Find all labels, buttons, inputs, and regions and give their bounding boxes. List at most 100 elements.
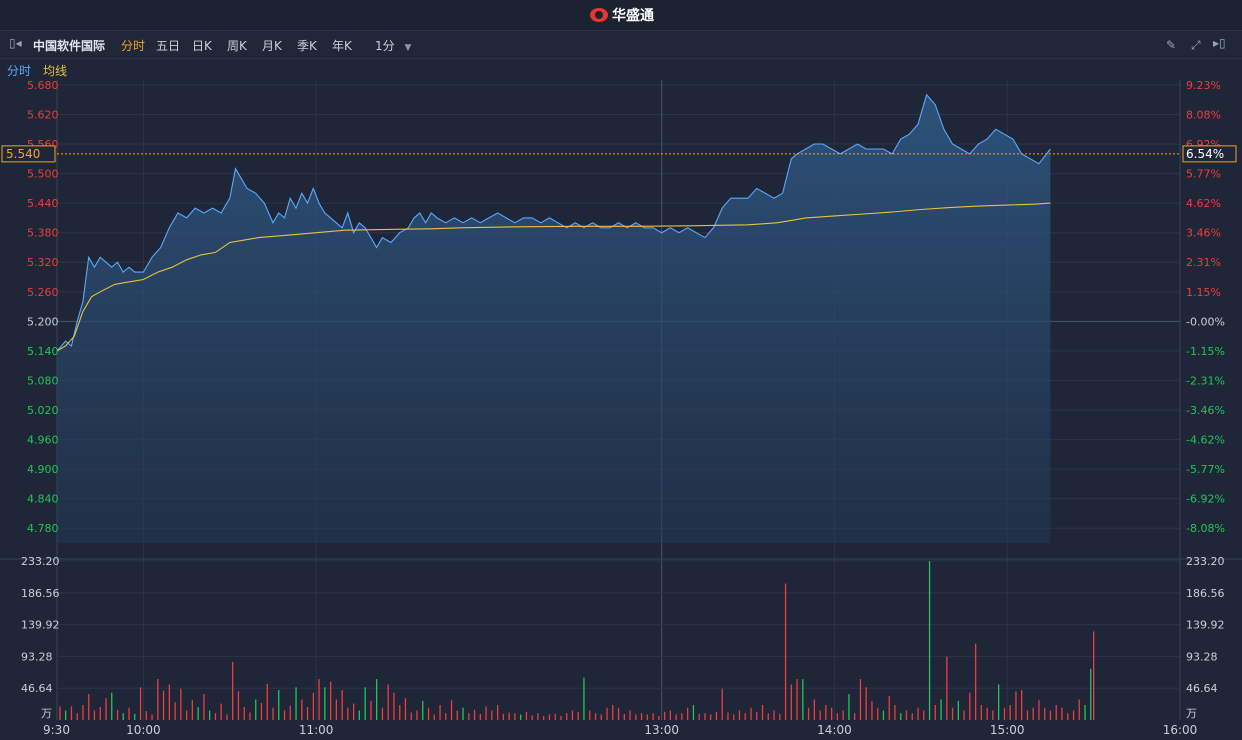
price-tick-label: 5.680 xyxy=(27,79,59,92)
brand-logo-icon xyxy=(590,8,608,22)
volume-bar xyxy=(410,712,412,720)
volume-bar xyxy=(203,694,205,720)
volume-bar xyxy=(928,561,931,720)
volume-bar xyxy=(450,700,453,720)
average-line xyxy=(56,202,1051,352)
volume-bar xyxy=(1090,668,1092,720)
stock-name: 中国软件国际 xyxy=(33,39,106,53)
volume-tick-label: 93.28 xyxy=(1186,650,1218,663)
collapse-right-icon[interactable]: ▸▯ xyxy=(1213,36,1226,50)
interval-value: 1分 xyxy=(375,39,395,53)
volume-bar xyxy=(1009,705,1011,720)
volume-bar xyxy=(479,713,481,720)
volume-tick-label: 186.56 xyxy=(1186,587,1225,600)
volume-bar xyxy=(848,694,850,720)
price-tick-label: 5.440 xyxy=(27,197,59,210)
volume-bar xyxy=(399,705,401,720)
tab-quarterly-k[interactable]: 季K xyxy=(297,39,317,53)
volume-bar xyxy=(301,699,303,720)
volume-bar xyxy=(1021,690,1023,720)
volume-bar xyxy=(554,713,556,720)
brand-name: 华盛通 xyxy=(612,8,654,24)
time-tick-label: 14:00 xyxy=(817,723,852,737)
volume-tick-label: 233.20 xyxy=(1186,555,1225,568)
tab-intraday[interactable]: 分时 xyxy=(121,39,146,53)
volume-bar xyxy=(353,703,355,720)
brand-bar: 华盛通 xyxy=(0,0,1242,31)
volume-bar xyxy=(520,714,522,720)
volume-bar xyxy=(439,705,441,720)
volume-bar xyxy=(289,705,291,720)
volume-bar xyxy=(589,710,591,720)
volume-bar xyxy=(427,707,430,720)
pct-tick-label: 8.08% xyxy=(1186,108,1221,121)
volume-bar xyxy=(566,713,568,720)
volume-bar xyxy=(951,707,954,720)
volume-bar xyxy=(393,692,395,720)
volume-bar xyxy=(88,694,90,720)
time-tick-label: 15:00 xyxy=(990,723,1025,737)
volume-bar xyxy=(370,700,372,720)
volume-bar xyxy=(577,711,579,720)
volume-bar xyxy=(963,710,965,720)
volume-bar xyxy=(318,679,320,720)
tab-five-day[interactable]: 五日 xyxy=(156,39,181,53)
price-tick-label: 5.020 xyxy=(27,404,59,417)
volume-bar xyxy=(917,707,919,720)
crosshair-pct-box xyxy=(1182,145,1237,163)
volume-bar xyxy=(969,692,971,720)
pct-tick-label: 9.23% xyxy=(1186,79,1221,92)
volume-bar xyxy=(842,710,844,720)
volume-tick-label: 46.64 xyxy=(21,682,53,695)
volume-bar xyxy=(715,711,718,720)
price-tick-label: 5.140 xyxy=(27,345,59,358)
tab-daily-k[interactable]: 日K xyxy=(192,39,212,53)
fullscreen-icon[interactable]: ⤢ xyxy=(1191,38,1201,52)
volume-bar xyxy=(865,687,867,720)
volume-bar xyxy=(243,707,245,720)
volume-bar xyxy=(854,713,856,720)
volume-bar xyxy=(312,692,314,720)
tab-weekly-k[interactable]: 周K xyxy=(227,39,247,53)
volume-bar xyxy=(635,714,637,720)
volume-bars xyxy=(59,561,1095,720)
tab-yearly-k[interactable]: 年K xyxy=(332,39,352,53)
pencil-icon[interactable]: ✎ xyxy=(1166,38,1177,52)
volume-bar xyxy=(664,711,666,720)
interval-select[interactable]: 1分 ▼ xyxy=(375,37,411,54)
tab-monthly-k[interactable]: 月K xyxy=(262,39,282,53)
volume-tick-label: 233.20 xyxy=(21,555,60,568)
volume-bar xyxy=(358,710,360,720)
pct-tick-label: -0.00% xyxy=(1186,315,1225,328)
volume-bar xyxy=(773,710,775,720)
volume-bar xyxy=(571,710,574,720)
volume-bar xyxy=(249,712,251,720)
volume-bar xyxy=(905,710,908,720)
volume-bar xyxy=(168,684,170,720)
time-tick-label: 13:00 xyxy=(644,723,679,737)
volume-bar xyxy=(186,710,188,720)
volume-tick-label: 186.56 xyxy=(21,587,60,600)
volume-bar xyxy=(295,687,297,720)
volume-bar xyxy=(825,705,827,720)
volume-bar xyxy=(82,705,84,720)
crosshair-pct-label: 6.54% xyxy=(1186,147,1224,161)
volume-bar xyxy=(151,714,153,720)
price-tick-label: 5.320 xyxy=(27,256,59,269)
volume-bar xyxy=(497,705,499,720)
volume-bar xyxy=(1055,705,1057,720)
price-tick-label: 5.380 xyxy=(27,227,59,240)
volume-bar xyxy=(669,710,671,720)
volume-bar xyxy=(802,679,804,720)
time-tick-label: 9:30 xyxy=(43,723,70,737)
time-tick-label: 11:00 xyxy=(299,723,334,737)
price-tick-label: 5.620 xyxy=(27,108,59,121)
volume-tick-label: 139.92 xyxy=(1186,619,1225,632)
volume-bar xyxy=(502,713,504,720)
pct-tick-label: 5.77% xyxy=(1186,168,1221,181)
collapse-left-icon[interactable]: ▯◂ xyxy=(9,36,22,50)
volume-bar xyxy=(145,711,147,720)
volume-bar xyxy=(122,713,124,720)
price-tick-label: 5.080 xyxy=(27,374,59,387)
